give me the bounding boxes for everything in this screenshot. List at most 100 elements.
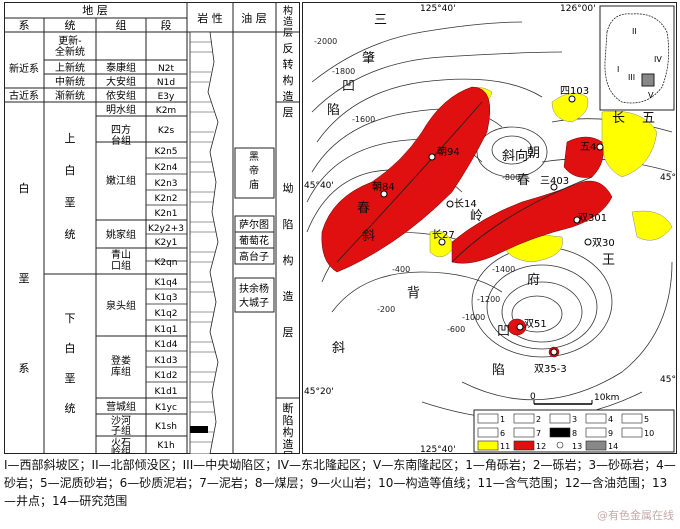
code-k1sh: K1sh <box>155 422 177 432</box>
legend-10: 10 <box>644 429 654 438</box>
well-chang27: 长27 <box>432 229 455 241</box>
contour-label-800: -800 <box>502 173 520 182</box>
code-k2n4: K2n4 <box>154 163 177 173</box>
code-k1d2: K1d2 <box>154 371 177 381</box>
group-nenjiang: 嫩江组 <box>106 174 136 187</box>
well-chang14: 长14 <box>454 198 477 210</box>
label-chun: 春 <box>517 173 530 188</box>
strat-table-svg: 地 层 系 统 组 段 岩 性 油 层 构造层 更新-全新统 新近系 上新统 泰… <box>4 2 300 463</box>
header-member: 段 <box>161 18 172 32</box>
group-qingshankou: 青山口组 <box>111 248 131 272</box>
group-yaojia: 姚家组 <box>106 228 136 241</box>
scale-bar: 0 10km <box>530 392 619 405</box>
legend: 1 2 3 4 5 6 7 8 9 10 11 12 13 14 <box>473 409 675 453</box>
inset-label-4: IV <box>654 55 662 64</box>
group-huoshiling: 火石岭组 <box>111 437 131 454</box>
oil-gaotaizi: 高台子 <box>239 250 269 263</box>
scale-label: 10km <box>594 393 619 403</box>
label-xian2: 陷 <box>492 363 505 378</box>
label-wang: 王 <box>602 253 615 268</box>
series-oligocene: 渐新统 <box>55 89 85 102</box>
lat-right-1: 45°40' <box>660 173 677 183</box>
inset-label-3: III <box>628 73 635 82</box>
group-quantou: 泉头组 <box>106 299 136 312</box>
system-cretaceous: 白垩系 <box>19 181 30 375</box>
contour-label-200: -200 <box>377 305 395 314</box>
legend-9: 9 <box>608 429 613 438</box>
well-shuang30: 双30 <box>592 237 615 249</box>
oil-fuyu: 扶余杨大城子 <box>239 282 269 309</box>
header-tectonic: 构造层 <box>283 4 293 39</box>
lat-right-2: 45°20' <box>660 375 677 385</box>
label-xiang: 斜向 <box>502 148 528 164</box>
group-daan: 大安组 <box>106 75 136 88</box>
code-k2n2: K2n2 <box>154 194 177 204</box>
legend-1: 1 <box>500 415 505 424</box>
legend-13: 13 <box>572 442 582 451</box>
series-upper-cretaceous: 上白垩统 <box>65 132 76 241</box>
series-pliocene: 上新统 <box>55 61 85 74</box>
series-holocene: 更新-全新统 <box>55 34 85 58</box>
legend-14: 14 <box>608 442 618 451</box>
label-xian: 陷 <box>327 103 340 118</box>
well-chao94: 朝94 <box>437 146 460 158</box>
header-system: 系 <box>19 19 30 32</box>
label-ao: 凹 <box>342 79 355 94</box>
oil-saertu: 萨尔图 <box>239 218 269 231</box>
label-ao2: 凹 <box>497 324 510 339</box>
map-svg: 125°40' 126°00' 125°40' 126°00' 45°40' 4… <box>302 2 680 455</box>
code-k2n5: K2n5 <box>154 147 177 157</box>
lon-bottom-1: 125°40' <box>420 445 456 454</box>
well-san403: 三403 <box>540 176 569 187</box>
series-miocene: 中新统 <box>55 75 85 88</box>
code-k2n1: K2n1 <box>154 209 177 219</box>
label-chang: 长 <box>612 111 625 126</box>
code-k2y23: K2y2+3 <box>148 224 184 234</box>
lat-left-1: 45°40' <box>304 181 334 191</box>
code-k1d4: K1d4 <box>154 340 177 350</box>
inset-map: I II III IV V <box>599 5 675 111</box>
contour-label-2000: -2000 <box>314 37 337 46</box>
label-chao: 春 <box>357 201 370 216</box>
inset-label-2: II <box>632 27 637 36</box>
oil-range <box>321 86 613 358</box>
legend-7: 7 <box>536 429 541 438</box>
label-ling: 岭 <box>470 209 483 224</box>
tectonic-inversion: 反转构造层 <box>283 42 294 119</box>
legend-3: 3 <box>572 415 577 424</box>
legend-12: 12 <box>536 442 546 451</box>
code-k1h: K1h <box>157 441 174 451</box>
lat-left-2: 45°20' <box>304 387 334 397</box>
tectonic-depression: 坳陷构造层 <box>283 181 294 339</box>
oil-putaohua: 葡萄花 <box>239 234 269 247</box>
lithology-column <box>189 31 219 455</box>
contour-label-1600: -1600 <box>352 115 375 124</box>
contour-label-1000: -1000 <box>462 313 485 322</box>
label-xie2: 斜 <box>332 341 345 356</box>
group-yingcheng: 营城组 <box>106 400 136 413</box>
group-sifangtai: 四方台组 <box>111 123 131 147</box>
well-wu4: 五4 <box>580 142 596 153</box>
label-fu: 府 <box>527 273 540 288</box>
code-n1d: N1d <box>157 78 175 88</box>
header-strata: 地 层 <box>82 4 108 17</box>
group-denglouku: 登娄库组 <box>111 354 131 378</box>
well-chao84: 朝84 <box>372 181 395 193</box>
code-k2s: K2s <box>158 126 175 136</box>
well-shuang35-3: 双35-3 <box>534 363 567 375</box>
group-mingshui: 明水组 <box>106 103 136 116</box>
well-si103: 四103 <box>560 86 589 97</box>
label-bei: 背 <box>407 286 420 301</box>
label-zhao: 肇 <box>362 51 375 66</box>
label-wu: 五 <box>642 111 655 126</box>
group-taikang: 泰康组 <box>106 61 136 74</box>
label-san: 三 <box>374 13 387 28</box>
group-shahezi: 沙河子组 <box>111 415 131 437</box>
label-chao2: 朝 <box>527 146 540 161</box>
code-k1yc: K1yc <box>155 403 177 413</box>
lon-top-2: 126°00' <box>560 4 596 14</box>
well-shuang51: 双51 <box>524 318 547 330</box>
figure-caption: I—西部斜坡区；II—北部倾没区；III—中央坳陷区；IV—东北隆起区；V—东南… <box>4 458 676 508</box>
code-k1q1: K1q1 <box>154 325 177 335</box>
inset-label-1: I <box>617 65 619 74</box>
